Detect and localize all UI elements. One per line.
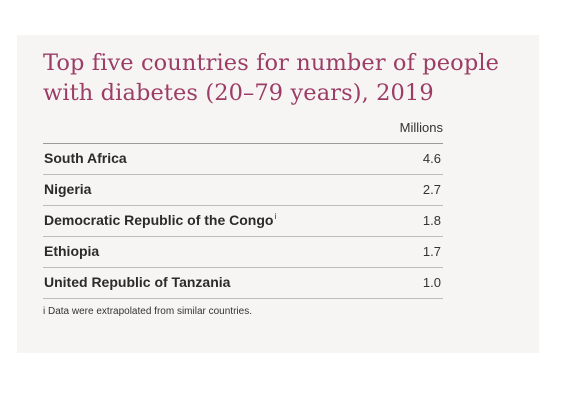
table-row: Nigeria 2.7 [43,175,443,206]
table-row: Democratic Republic of the Congoi 1.8 [43,206,443,237]
footnote: i Data were extrapolated from similar co… [43,306,252,317]
country-label: Ethiopia [44,243,100,259]
data-table: South Africa 4.6 Nigeria 2.7 Democratic … [43,143,443,299]
country-name: Democratic Republic of the Congoi [44,212,276,228]
country-value: 2.7 [422,182,441,197]
country-label: Nigeria [44,181,92,197]
country-name: Nigeria [44,181,91,197]
country-label: Democratic Republic of the Congo [44,212,274,228]
country-value: 1.7 [422,244,441,259]
country-name: United Republic of Tanzania [44,274,230,290]
country-value: 4.6 [422,151,441,166]
table-row: United Republic of Tanzania 1.0 [43,268,443,299]
country-name: South Africa [44,150,127,166]
column-header-millions: Millions [399,120,443,135]
footnote-marker: i [274,212,277,222]
chart-card: Top five countries for number of people … [17,35,539,353]
table-row: Ethiopia 1.7 [43,237,443,268]
table-row: South Africa 4.6 [43,144,443,175]
chart-title: Top five countries for number of people … [43,50,500,106]
country-label: South Africa [44,150,127,166]
country-name: Ethiopia [44,243,99,259]
country-value: 1.8 [422,213,441,228]
country-value: 1.0 [422,275,441,290]
country-label: United Republic of Tanzania [44,274,231,290]
